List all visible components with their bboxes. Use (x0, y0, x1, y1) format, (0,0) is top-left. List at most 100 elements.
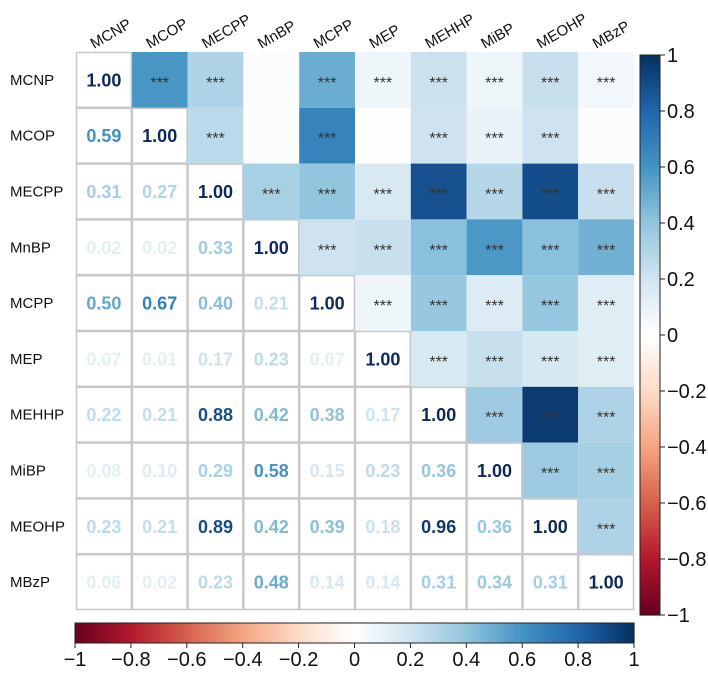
grid-cell-outline (131, 442, 188, 499)
heatmap-grid (75, 51, 635, 611)
heatmap-cell (299, 52, 355, 108)
colorbar-bottom-segment (184, 623, 188, 643)
cell-value-label: 1.00 (310, 294, 345, 314)
cell-value-label: 0.38 (310, 405, 345, 425)
grid-cell-outline (187, 163, 244, 220)
colorbar-bottom-segment (189, 623, 193, 643)
colorbar-right-segment (640, 340, 660, 344)
colorbar-right-segment (640, 494, 660, 498)
colorbar-bottom-segment (625, 623, 630, 643)
grid-cell-outline (298, 498, 356, 555)
heatmap-cell (578, 442, 634, 499)
colorbar-bottom-segment (133, 623, 138, 643)
colorbar-bottom-segment (119, 623, 124, 643)
colorbar-right-segment (640, 402, 660, 406)
colorbar-right-segment (640, 69, 660, 73)
heatmap-cell (410, 275, 467, 331)
colorbar-bottom-segment (242, 623, 247, 643)
colorbar-right-segment (640, 231, 660, 235)
colorbar-bottom-segment (435, 623, 439, 643)
heatmap-cell (131, 331, 188, 387)
colorbar-bottom-segment (122, 623, 126, 643)
significance-label: *** (597, 354, 616, 371)
grid-cell-outline (187, 553, 244, 611)
grid-cell-outline (410, 386, 467, 443)
colorbar-bottom-segment (527, 623, 532, 643)
heatmap-cell (243, 107, 300, 164)
colorbar-bottom-segment (455, 623, 459, 643)
row-label: MnBP (10, 239, 51, 256)
column-label: MCPP (311, 16, 357, 52)
heatmap-cell (243, 219, 300, 276)
heatmap-cell (578, 52, 634, 108)
colorbar-bottom-segment (499, 623, 504, 643)
heatmap-cell (299, 554, 355, 610)
colorbar-bottom-segment (234, 623, 238, 643)
heatmap-cell (76, 554, 132, 610)
cell-value-label: 1.00 (142, 126, 177, 146)
colorbar-right-segment (640, 125, 660, 129)
grid-cell-outline (75, 386, 133, 443)
colorbar-bottom-segment (611, 623, 616, 643)
heatmap-cell (131, 52, 188, 108)
colorbar-right-segment (640, 256, 660, 260)
grid-cell-outline (522, 553, 579, 611)
colorbar-bottom-segment (175, 623, 180, 643)
colorbar-bottom-segment (631, 623, 635, 643)
cell-value-label: 1.00 (589, 573, 624, 593)
row-label: MEOHP (10, 518, 65, 535)
row-label: MCPP (10, 295, 53, 312)
grid-cell-outline (75, 107, 133, 164)
colorbar-bottom-segment (147, 623, 152, 643)
column-label: MBzP (590, 18, 633, 53)
colorbar-right-segment (640, 547, 660, 552)
cell-value-label: 0.88 (198, 405, 233, 425)
cell-value-label: 1.00 (254, 238, 289, 258)
colorbar-right-segment (640, 57, 660, 62)
grid-cell-outline (410, 553, 467, 611)
significance-label: *** (318, 187, 337, 204)
colorbar-right-segment (640, 559, 660, 563)
colorbar-bottom-segment (485, 623, 490, 643)
heatmap-cell (578, 498, 634, 555)
colorbar-bottom-tick-label: −0.6 (167, 649, 206, 671)
colorbar-right-segment (640, 399, 660, 403)
grid-cell-outline (243, 442, 300, 499)
colorbar-right-segment (640, 234, 660, 238)
cell-value-label: 1.00 (365, 349, 400, 369)
grid-cell-outline (466, 442, 523, 499)
colorbar-right-segment (640, 323, 660, 328)
colorbar-bottom-segment (178, 623, 182, 643)
cell-value-label: 0.14 (365, 573, 400, 593)
colorbar-right-segment (640, 307, 660, 311)
colorbar-right-segment (640, 225, 660, 230)
colorbar-right-segment (640, 147, 660, 151)
colorbar-right-segment (640, 396, 660, 400)
colorbar-right-segment (640, 192, 660, 196)
colorbar-bottom-segment (505, 623, 509, 643)
grid-cell-outline (187, 274, 244, 332)
colorbar-bottom-segment (320, 623, 325, 643)
colorbar-bottom-segment (290, 623, 294, 643)
cell-value-label: 1.00 (533, 517, 568, 537)
colorbar-bottom-segment (452, 623, 456, 643)
colorbar-right-segment (640, 480, 660, 484)
colorbar-right-segment (640, 228, 660, 232)
significance-label: *** (318, 75, 337, 92)
colorbar-right-tick-label: 0 (667, 325, 678, 347)
colorbar-right-segment (640, 200, 660, 204)
colorbar-bottom-segment (158, 623, 163, 643)
colorbar-bottom-segment (206, 623, 210, 643)
colorbar-right-segment (640, 561, 660, 566)
colorbar-right-segment (640, 603, 660, 608)
colorbar-bottom-segment (427, 623, 431, 643)
significance-label: *** (262, 187, 281, 204)
colorbar-right-segment (640, 88, 660, 92)
colorbar-bottom-segment (432, 623, 437, 643)
colorbar-bottom-segment (580, 623, 585, 643)
heatmap-cell (466, 442, 523, 499)
colorbar-bottom-segment (251, 623, 255, 643)
colorbar-bottom-segment (354, 623, 358, 643)
colorbar-bottom-segment (108, 623, 112, 643)
colorbar-right-segment (640, 393, 660, 398)
